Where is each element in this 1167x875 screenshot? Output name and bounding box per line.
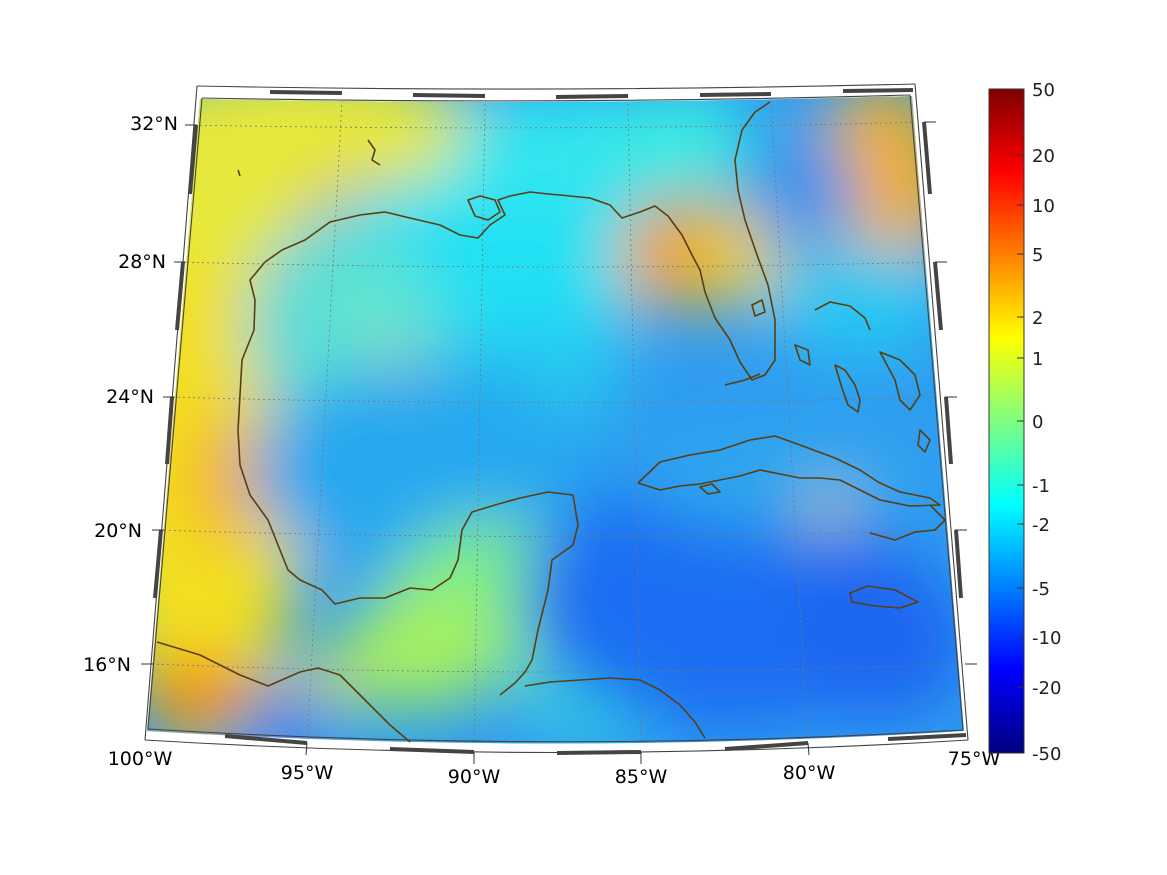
lon-label-85w: 85°W (615, 766, 668, 788)
graticule (151, 99, 964, 744)
map-frame (144, 83, 969, 754)
lon-label-80w: 80°W (783, 762, 836, 784)
coastlines (156, 101, 946, 743)
lat-label-28: 28°N (118, 251, 166, 273)
colorbar-label-neg5: -5 (1032, 579, 1050, 600)
longitude-labels: 100°W 95°W 90°W 85°W 80°W 75°W (108, 748, 1001, 788)
colorbar-label-5: 5 (1032, 245, 1043, 266)
lat-label-24: 24°N (106, 386, 154, 408)
colorbar-label-neg10: -10 (1032, 628, 1061, 649)
lon-label-90w: 90°W (448, 766, 501, 788)
latitude-labels: 16°N 20°N 24°N 28°N 32°N (83, 113, 178, 676)
colorbar-label-2: 2 (1032, 308, 1043, 329)
colorbar-label-1: 1 (1032, 349, 1043, 370)
colorbar-ticks (1017, 154, 1024, 688)
frame-segments (153, 88, 967, 755)
colorbar-label-neg50: -50 (1032, 744, 1061, 765)
colorbar-label-neg20: -20 (1032, 678, 1061, 699)
colorbar-label-10: 10 (1032, 196, 1055, 217)
colorbar-label-0: 0 (1032, 412, 1043, 433)
lon-label-75w: 75°W (948, 748, 1001, 770)
colorbar-label-20: 20 (1032, 146, 1055, 167)
lat-label-16: 16°N (83, 654, 131, 676)
lon-label-100w: 100°W (108, 748, 173, 770)
colorbar-label-neg1: -1 (1032, 476, 1050, 497)
lat-label-32: 32°N (130, 113, 178, 135)
lat-label-20: 20°N (94, 520, 142, 542)
colorbar-label-50: 50 (1032, 80, 1055, 101)
colorbar: 50 20 10 5 2 1 0 -1 -2 -5 -10 -20 -50 (988, 80, 1061, 765)
tick-marks (141, 121, 977, 764)
colorbar-label-neg2: -2 (1032, 515, 1050, 536)
lon-label-95w: 95°W (281, 762, 334, 784)
